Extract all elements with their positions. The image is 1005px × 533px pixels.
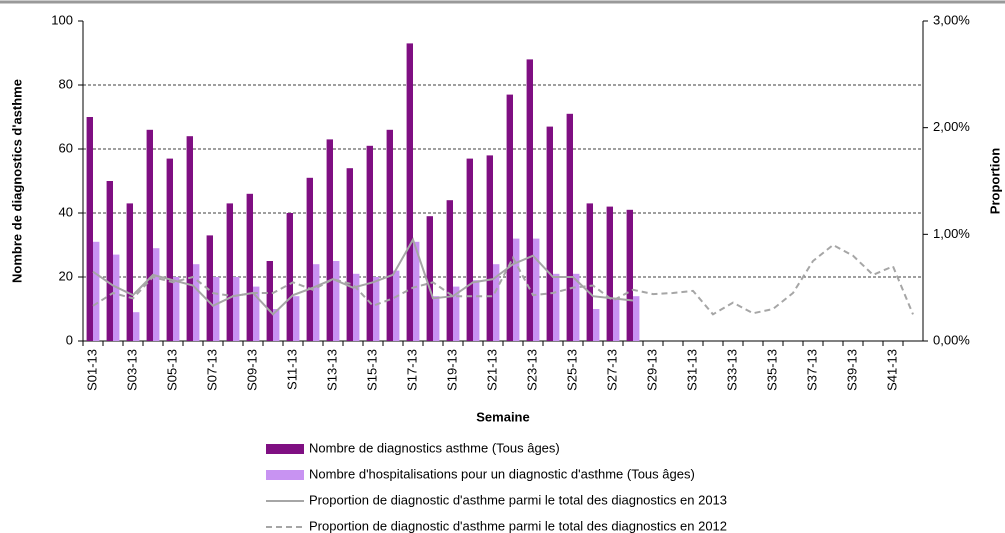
bar [533, 238, 540, 341]
bar [206, 235, 213, 341]
x-tick-label: S23-13 [524, 349, 539, 391]
bar [353, 273, 360, 341]
x-axis-label: Semaine [476, 409, 529, 424]
bar [393, 270, 400, 341]
x-tick-label: S09-13 [244, 349, 259, 391]
x-tick-label: S07-13 [204, 349, 219, 391]
bar [333, 261, 340, 341]
bar [586, 203, 593, 341]
x-tick-label: S39-13 [844, 349, 859, 391]
legend-swatch [266, 470, 304, 480]
bar [426, 216, 433, 341]
legend-label: Proportion de diagnostic d'asthme parmi … [309, 518, 727, 533]
bar [366, 145, 373, 341]
x-tick-label: S37-13 [804, 349, 819, 391]
x-tick-label: S25-13 [564, 349, 579, 391]
y-tick-label: 0 [66, 332, 73, 347]
x-tick-label: S31-13 [684, 349, 699, 391]
legend-swatch [266, 444, 304, 454]
y2-tick-label: 1,00% [933, 226, 970, 241]
x-tick-label: S15-13 [364, 349, 379, 391]
bar [266, 261, 273, 341]
bar [166, 158, 173, 341]
bar [613, 299, 620, 341]
legend-label: Proportion de diagnostic d'asthme parmi … [309, 492, 727, 507]
line-series [92, 243, 914, 316]
bar [253, 286, 260, 341]
bar [113, 254, 120, 341]
x-tick-label: S29-13 [644, 349, 659, 391]
bar [153, 248, 160, 341]
bar [273, 309, 280, 341]
legend-label: Nombre d'hospitalisations pour un diagno… [309, 466, 695, 481]
bar [313, 264, 320, 341]
bar [246, 193, 253, 341]
x-tick-label: S19-13 [444, 349, 459, 391]
bar [433, 296, 440, 341]
bar [173, 277, 180, 341]
bar [633, 296, 640, 341]
bar [606, 206, 613, 341]
x-tick-label: S35-13 [764, 349, 779, 391]
x-tick-label: S27-13 [604, 349, 619, 391]
bar [413, 241, 420, 341]
bar [446, 200, 453, 341]
bar [493, 264, 500, 341]
bar [573, 273, 580, 341]
bar [133, 312, 140, 341]
bar [466, 158, 473, 341]
x-tick-label: S41-13 [884, 349, 899, 391]
bar [566, 113, 573, 341]
x-tick-label: S03-13 [124, 349, 139, 391]
x-tick-label: S13-13 [324, 349, 339, 391]
bar [546, 126, 553, 341]
bar [93, 241, 100, 341]
y-tick-label: 80 [59, 76, 73, 91]
bar [233, 277, 240, 341]
y-tick-label: 100 [51, 12, 73, 27]
line-series [92, 237, 634, 316]
x-tick-label: S05-13 [164, 349, 179, 391]
bar [486, 155, 493, 341]
x-tick-label: S11-13 [284, 349, 299, 390]
y-tick-label: 40 [59, 204, 73, 219]
bar [473, 280, 480, 341]
bar [86, 117, 93, 341]
bar [373, 277, 380, 341]
bar [213, 277, 220, 341]
bar [286, 213, 293, 341]
bar [506, 94, 513, 341]
bar [106, 181, 113, 341]
bar [226, 203, 233, 341]
x-tick-label: S33-13 [724, 349, 739, 391]
y2-tick-label: 0,00% [933, 332, 970, 347]
y2-axis-label: Proportion [987, 148, 1002, 214]
bar [593, 309, 600, 341]
bar [406, 43, 413, 342]
y-tick-label: 60 [59, 140, 73, 155]
bar [193, 264, 200, 341]
bar [293, 296, 300, 341]
bar [186, 136, 193, 341]
y2-tick-label: 2,00% [933, 119, 970, 134]
x-tick-label: S01-13 [84, 349, 99, 391]
bar [326, 139, 333, 341]
bar [553, 273, 560, 341]
bar [386, 129, 393, 341]
bar [126, 203, 133, 341]
y2-tick-label: 3,00% [933, 12, 970, 27]
y-axis-label: Nombre de diagnostics d'asthme [9, 79, 24, 283]
x-tick-label: S17-13 [404, 349, 419, 391]
bar [626, 209, 633, 341]
bar [453, 286, 460, 341]
bar [526, 59, 533, 342]
y-tick-label: 20 [59, 268, 73, 283]
bar [306, 177, 313, 341]
bar [346, 168, 353, 341]
x-tick-label: S21-13 [484, 349, 499, 391]
legend-label: Nombre de diagnostics asthme (Tous âges) [309, 440, 560, 455]
bar [513, 238, 520, 341]
bar [146, 129, 153, 341]
